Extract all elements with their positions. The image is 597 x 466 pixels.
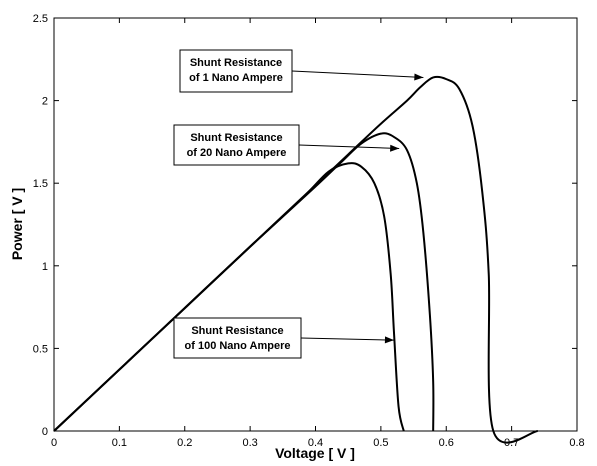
x-tick-label: 0.8 [569, 437, 584, 449]
x-tick-label: 0 [51, 437, 57, 449]
y-tick-label: 2 [42, 96, 48, 108]
curves [53, 75, 539, 444]
y-tick-label: 1 [42, 261, 48, 273]
y-tick-label: 0.5 [33, 343, 48, 355]
x-tick-label: 0.4 [308, 437, 323, 449]
x-tick-label: 0.6 [439, 437, 454, 449]
x-tick-label: 0.1 [112, 437, 127, 449]
annotation-text: of 100 Nano Ampere [185, 340, 291, 352]
annotation-arrow [300, 337, 394, 341]
y-tick-label: 0 [42, 426, 48, 438]
arrowhead [414, 73, 424, 81]
y-tick-label: 1.5 [33, 178, 48, 190]
x-tick-label: 0.5 [373, 437, 388, 449]
arrowhead [390, 144, 400, 152]
annotation-text: of 1 Nano Ampere [189, 72, 283, 84]
annotation-box [173, 317, 302, 359]
annotation-text: Shunt Resistance [190, 132, 282, 144]
annotation-text: of 20 Nano Ampere [187, 147, 287, 159]
x-tick-label: 0.2 [177, 437, 192, 449]
plot-area [53, 17, 578, 432]
tick-labels: 0 0.1 0.2 0.3 0.4 0.5 0.6 0.7 0.800.511.522.5 [33, 13, 585, 449]
axis-ticks [53, 17, 578, 432]
annotation-box [173, 124, 300, 166]
annotation-1: Shunt Resistance of 1 Nano Ampere [179, 49, 424, 93]
annotation-2: Shunt Resistance of 20 Nano Ampere [173, 124, 400, 166]
annotation-text: Shunt Resistance [191, 325, 283, 337]
x-axis-label: Voltage [ V ] [275, 445, 355, 461]
y-axis-label: Power [ V ] [9, 188, 25, 260]
arrowhead [384, 336, 394, 344]
x-tick-label: 0.3 [242, 437, 257, 449]
annotation-arrow [298, 144, 400, 150]
y-tick-label: 2.5 [33, 13, 48, 25]
annotation-arrow [291, 70, 424, 78]
curve-3 [53, 162, 405, 432]
annotation-3: Shunt Resistance of 100 Nano Ampere [173, 317, 394, 359]
annotation-text: Shunt Resistance [190, 57, 282, 69]
